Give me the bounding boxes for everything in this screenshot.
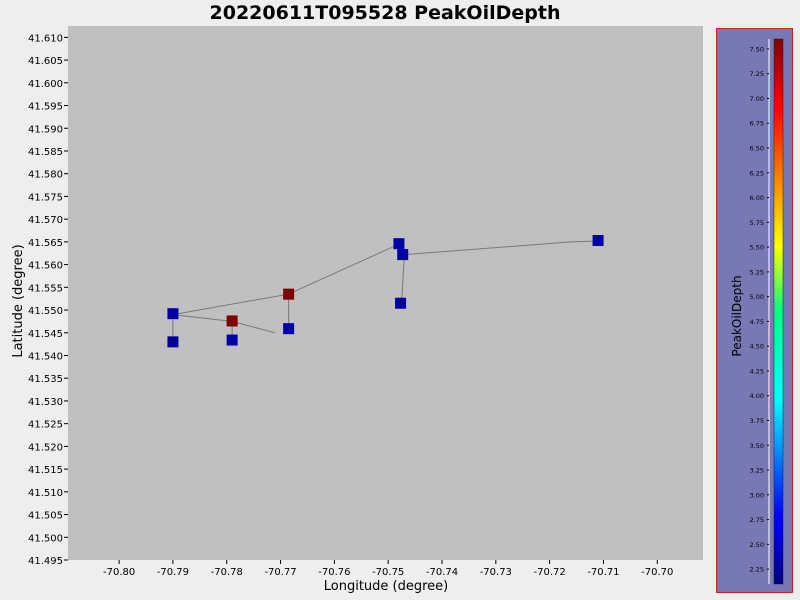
- colorbar-tick-label: 5.75: [750, 219, 764, 227]
- colorbar-tick-label: 5.25: [750, 268, 764, 276]
- data-point: [395, 297, 407, 309]
- x-tick-label: -70.76: [318, 567, 350, 578]
- x-tick-label: -70.75: [372, 567, 404, 578]
- data-point: [167, 336, 179, 348]
- colorbar-tick-label: 3.75: [750, 417, 764, 425]
- x-tick-label: -70.74: [426, 567, 458, 578]
- data-point: [393, 238, 405, 250]
- y-tick-label: 41.595: [28, 102, 63, 113]
- data-point: [226, 334, 238, 346]
- colorbar-tick-label: 4.75: [750, 318, 764, 326]
- x-tick-label: -70.78: [211, 567, 243, 578]
- y-tick-label: 41.530: [28, 397, 63, 408]
- y-tick-label: 41.555: [28, 283, 63, 294]
- colorbar-gradient: [773, 38, 784, 585]
- colorbar-tick-label: 7.50: [750, 45, 764, 53]
- x-tick-label: -70.79: [157, 567, 189, 578]
- colorbar-tick-label: 6.25: [750, 169, 764, 177]
- y-tick-label: 41.570: [28, 215, 63, 226]
- y-tick-label: 41.545: [28, 329, 63, 340]
- x-tick-label: -70.77: [264, 567, 296, 578]
- y-tick-label: 41.535: [28, 374, 63, 385]
- y-tick-label: 41.605: [28, 56, 63, 67]
- colorbar-tick-label: 7.00: [750, 95, 764, 103]
- y-tick-label: 41.510: [28, 488, 63, 499]
- x-tick-label: -70.73: [480, 567, 512, 578]
- colorbar-tick-label: 5.50: [750, 244, 764, 252]
- y-tick-label: 41.500: [28, 533, 63, 544]
- y-tick-label: 41.585: [28, 147, 63, 158]
- y-tick-label: 41.610: [28, 33, 63, 44]
- colorbar-tick-label: 3.00: [750, 491, 764, 499]
- data-point: [226, 315, 238, 327]
- data-point: [283, 323, 295, 335]
- y-tick-label: 41.525: [28, 420, 63, 431]
- colorbar-label: PeakOilDepth: [730, 275, 744, 356]
- y-tick-label: 41.600: [28, 79, 63, 90]
- y-tick-label: 41.505: [28, 511, 63, 522]
- data-point: [167, 308, 179, 320]
- x-axis: -70.80 -70.79 -70.78 -70.77 -70.76 -70.75 -70.…: [103, 560, 673, 578]
- y-tick-label: 41.540: [28, 351, 63, 362]
- colorbar-tick-label: 7.25: [750, 70, 764, 78]
- colorbar-tick-label: 4.00: [750, 392, 764, 400]
- colorbar: 7.50 7.25 7.00 6.75 6.50 6.25 6.00 5.75 5.50 5.25…: [730, 38, 784, 585]
- colorbar-tick-label: 5.00: [750, 293, 764, 301]
- colorbar-tick-label: 3.25: [750, 467, 764, 475]
- y-axis-label: Latitude (degree): [11, 244, 26, 357]
- x-tick-label: -70.80: [103, 567, 135, 578]
- y-tick-label: 41.590: [28, 124, 63, 135]
- y-tick-label: 41.550: [28, 306, 63, 317]
- y-tick-label: 41.580: [28, 170, 63, 181]
- x-tick-label: -70.72: [534, 567, 566, 578]
- colorbar-tick-label: 4.25: [750, 367, 764, 375]
- y-tick-label: 41.515: [28, 465, 63, 476]
- y-tick-label: 41.575: [28, 192, 63, 203]
- x-axis-label: Longitude (degree): [324, 579, 449, 594]
- data-point: [283, 288, 295, 300]
- colorbar-ticks: 7.50 7.25 7.00 6.75 6.50 6.25 6.00 5.75 5.50 5.25…: [750, 45, 769, 574]
- y-tick-label: 41.495: [28, 556, 63, 567]
- data-points: [167, 235, 604, 348]
- chart-title: 20220611T095528 PeakOilDepth: [209, 2, 561, 24]
- data-point: [592, 235, 604, 247]
- colorbar-tick-label: 2.25: [750, 566, 764, 574]
- plot-area: [68, 26, 703, 560]
- colorbar-tick-label: 4.50: [750, 343, 764, 351]
- colorbar-tick-label: 2.50: [750, 541, 764, 549]
- y-tick-label: 41.560: [28, 261, 63, 272]
- x-tick-label: -70.70: [641, 567, 673, 578]
- data-point: [397, 249, 409, 261]
- colorbar-tick-label: 6.00: [750, 194, 764, 202]
- x-tick-label: -70.71: [587, 567, 619, 578]
- colorbar-tick-label: 3.50: [750, 442, 764, 450]
- y-tick-label: 41.565: [28, 238, 63, 249]
- colorbar-tick-label: 6.75: [750, 120, 764, 128]
- colorbar-tick-label: 6.50: [750, 145, 764, 153]
- y-axis: 41.610 41.605 41.600 41.595 41.590 41.585 41.5…: [28, 33, 68, 567]
- y-tick-label: 41.520: [28, 442, 63, 453]
- colorbar-tick-label: 2.75: [750, 516, 764, 524]
